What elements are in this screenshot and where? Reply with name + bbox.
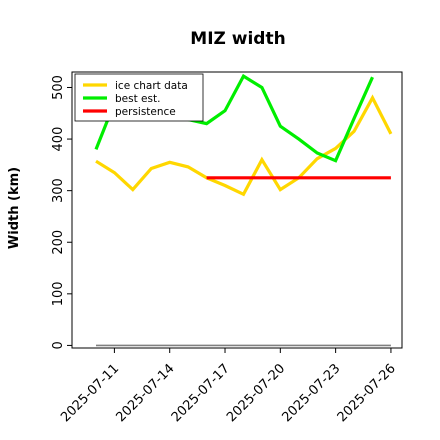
x-tick-label: 2025-07-20	[224, 361, 288, 425]
y-axis-label: Width (km)	[7, 167, 22, 249]
legend-label: ice chart data	[115, 80, 188, 92]
plot-frame	[71, 71, 403, 349]
y-tick-label: 0	[51, 341, 66, 349]
y-tick-label: 500	[51, 75, 66, 100]
x-tick-label: 2025-07-26	[335, 361, 399, 425]
y-tick-label: 200	[51, 230, 66, 255]
y-tick-label: 300	[51, 178, 66, 203]
legend-label: persistence	[115, 106, 176, 118]
x-tick-label: 2025-07-14	[114, 361, 178, 425]
x-tick-label: 2025-07-11	[58, 361, 122, 425]
y-tick-label: 400	[51, 127, 66, 152]
chart-title: MIZ width	[190, 29, 285, 49]
x-tick-label: 2025-07-17	[169, 361, 233, 425]
y-tick-label: 100	[51, 281, 66, 306]
legend-label: best est.	[115, 93, 160, 105]
axes: 01002003004005002025-07-112025-07-142025…	[51, 71, 403, 425]
x-tick-label: 2025-07-23	[279, 361, 343, 425]
